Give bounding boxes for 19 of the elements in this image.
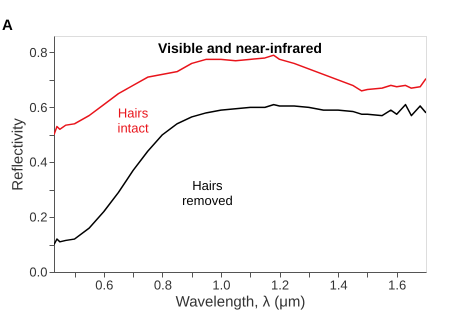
- text: A: [2, 17, 13, 34]
- text: Hairs removed: [182, 178, 233, 208]
- line-series: [54, 104, 426, 246]
- y-tick-label: 0.6: [29, 100, 48, 115]
- x-tick-label: 1.6: [388, 278, 406, 292]
- x-axis-title: Wavelength, λ (μm): [176, 294, 306, 310]
- x-tick-label: 0.6: [95, 278, 114, 292]
- x-tick-label: 0.8: [154, 278, 172, 292]
- x-tick-label: 1.4: [330, 278, 348, 292]
- x-tick-label: 1.0: [212, 278, 230, 292]
- x-tick-label: 1.2: [271, 278, 290, 292]
- line-series: [54, 54, 426, 136]
- chart-title: Visible and near-infrared: [158, 40, 322, 56]
- series-label: Hairs intact: [118, 105, 150, 136]
- y-tick-label: 0.2: [29, 210, 48, 225]
- y-tick-label: 0.4: [29, 154, 48, 170]
- y-tick-label: 0.0: [29, 264, 48, 280]
- y-tick-label: 0.8: [29, 44, 48, 60]
- y-axis-title: Reflectivity: [9, 118, 26, 191]
